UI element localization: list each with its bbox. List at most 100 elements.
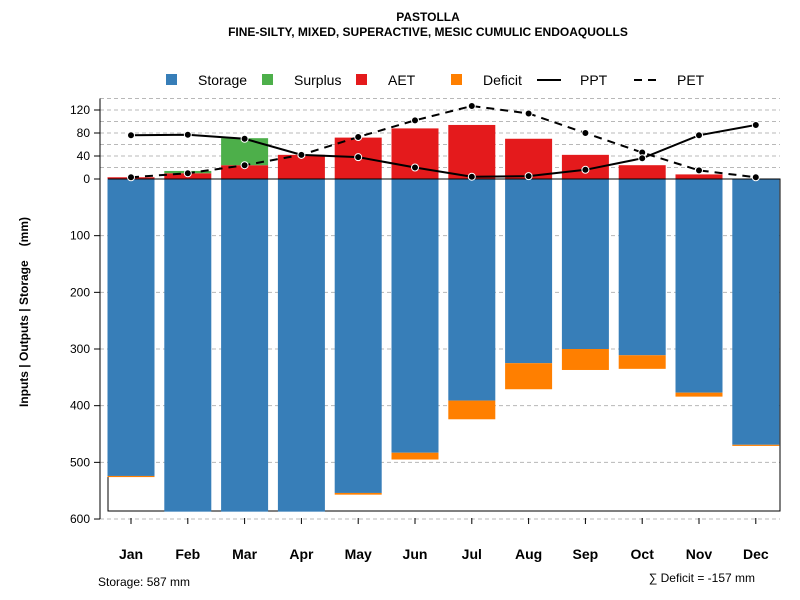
y-tick-label: 400 xyxy=(70,399,90,413)
deficit-bar-may xyxy=(334,492,382,495)
storage-bar-mar xyxy=(221,179,269,512)
legend-label: Storage xyxy=(198,72,247,88)
pet-point-jul xyxy=(467,101,476,110)
pet-point-mar xyxy=(240,161,249,170)
y-tick-label: 80 xyxy=(77,126,91,140)
x-tick-label-sep: Sep xyxy=(573,546,599,562)
y-tick-label: 500 xyxy=(70,455,90,469)
legend-label: PPT xyxy=(580,72,608,88)
y-tick-label: 120 xyxy=(70,103,90,117)
ppt-point-jun xyxy=(411,163,419,172)
y-axis-label-unit: (mm) xyxy=(17,217,31,246)
ppt-point-nov xyxy=(695,131,703,140)
y-axis-label-text: Inputs | Outputs | Storage xyxy=(17,260,31,407)
pet-point-dec xyxy=(751,173,760,182)
deficit-total-label: ∑ Deficit = -157 mm xyxy=(649,571,755,585)
storage-bar-sep xyxy=(561,179,609,350)
storage-bar-oct xyxy=(618,179,666,356)
x-tick-label-dec: Dec xyxy=(743,546,769,562)
deficit-bar-dec xyxy=(732,444,780,446)
ppt-line xyxy=(130,123,756,178)
plot-area xyxy=(107,101,781,512)
chart-subtitle: FINE-SILTY, MIXED, SUPERACTIVE, MESIC CU… xyxy=(228,25,628,39)
y-axis-label: Inputs | Outputs | Storage (mm) xyxy=(17,217,31,407)
pet-point-nov xyxy=(695,166,703,175)
deficit-bar-oct xyxy=(618,355,666,369)
legend-label: Surplus xyxy=(294,72,341,88)
x-tick-label-apr: Apr xyxy=(289,546,314,562)
legend-label: PET xyxy=(677,72,705,88)
x-tick-label-oct: Oct xyxy=(631,546,655,562)
legend-label: Deficit xyxy=(483,72,522,88)
chart-title: PASTOLLA xyxy=(396,10,460,24)
storage-bar-dec xyxy=(732,179,780,445)
storage-bar-apr xyxy=(277,179,325,512)
ppt-point-dec xyxy=(751,120,760,129)
storage-total-label: Storage: 587 mm xyxy=(98,575,190,589)
aet-bar-mar xyxy=(221,165,269,179)
ppt-point-apr xyxy=(297,150,306,159)
aet-bar-jul xyxy=(448,124,496,179)
legend-item-surplus: Surplus xyxy=(262,72,341,88)
aet-bar-apr xyxy=(277,154,325,179)
ppt-point-oct xyxy=(638,154,647,163)
x-tick-label-mar: Mar xyxy=(232,546,257,562)
aet-bar-oct xyxy=(618,165,666,179)
deficit-bar-nov xyxy=(675,392,723,397)
legend-label: AET xyxy=(388,72,416,88)
y-tick-label: 600 xyxy=(70,512,90,526)
legend-swatch xyxy=(451,74,462,85)
storage-bar-aug xyxy=(505,179,553,364)
pet-point-jun xyxy=(411,116,419,125)
aet-bar-nov xyxy=(675,174,723,179)
legend-swatch xyxy=(262,74,273,85)
ppt-point-aug xyxy=(524,172,533,181)
storage-bar-jun xyxy=(391,179,439,453)
y-tick-label: 40 xyxy=(77,149,91,163)
x-tick-label-jan: Jan xyxy=(119,546,143,562)
storage-bar-may xyxy=(334,179,382,493)
deficit-bar-sep xyxy=(561,349,609,370)
pet-point-jan xyxy=(127,173,135,182)
storage-bar-jan xyxy=(107,179,155,476)
deficit-bar-aug xyxy=(505,363,553,390)
legend-item-deficit: Deficit xyxy=(451,72,522,88)
storage-bar-jul xyxy=(448,179,496,401)
legend-swatch xyxy=(166,74,177,85)
x-tick-label-jun: Jun xyxy=(403,546,428,562)
legend-item-storage: Storage xyxy=(166,72,247,88)
x-tick-label-feb: Feb xyxy=(175,546,200,562)
pet-point-aug xyxy=(524,109,533,118)
deficit-bar-jun xyxy=(391,452,439,460)
y-tick-label: 300 xyxy=(70,342,90,356)
x-tick-label-may: May xyxy=(345,546,372,562)
legend-item-ppt: PPT xyxy=(537,72,608,88)
storage-bar-feb xyxy=(164,179,212,512)
grid-lines xyxy=(100,98,780,520)
legend-item-aet: AET xyxy=(356,72,416,88)
ppt-point-sep xyxy=(581,165,590,174)
y-tick-label: 100 xyxy=(70,229,90,243)
deficit-bar-jan xyxy=(107,475,155,478)
ppt-point-may xyxy=(354,153,363,162)
deficit-bar-jul xyxy=(448,400,496,420)
ppt-point-jan xyxy=(127,131,135,140)
y-tick-label: 0 xyxy=(83,172,90,186)
storage-bar-nov xyxy=(675,179,723,393)
x-tick-label-aug: Aug xyxy=(515,546,542,562)
legend-swatch xyxy=(356,74,367,85)
ppt-point-feb xyxy=(183,130,192,139)
legend-item-pet: PET xyxy=(634,72,705,88)
x-tick-label-nov: Nov xyxy=(686,546,713,562)
x-axis: Jan Feb Mar Apr May Jun Jul Aug Sep Oct Nov Dec xyxy=(119,518,769,562)
ppt-point-jul xyxy=(467,172,476,181)
y-tick-label: 200 xyxy=(70,285,90,299)
ppt-point-mar xyxy=(240,134,249,143)
x-tick-label-jul: Jul xyxy=(462,546,482,562)
pet-point-may xyxy=(354,133,363,142)
legend: Storage Surplus AET Deficit PPT PET xyxy=(166,72,705,88)
pet-point-sep xyxy=(581,129,590,137)
pet-point-feb xyxy=(183,169,192,178)
